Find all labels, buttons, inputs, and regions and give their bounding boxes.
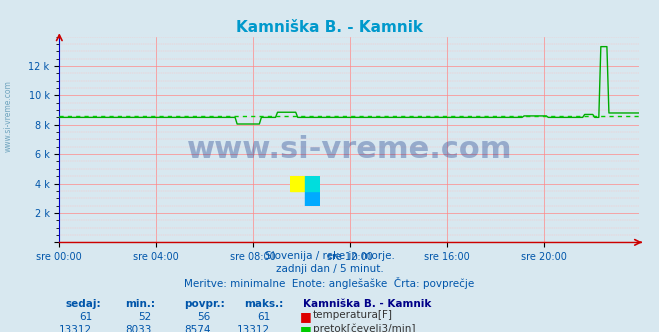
Bar bbox=[304, 191, 320, 206]
Text: 61: 61 bbox=[79, 312, 92, 322]
Text: www.si-vreme.com: www.si-vreme.com bbox=[186, 135, 512, 164]
Bar bbox=[290, 176, 304, 191]
Text: Kamniška B. - Kamnik: Kamniška B. - Kamnik bbox=[236, 20, 423, 35]
Text: Kamniška B. - Kamnik: Kamniška B. - Kamnik bbox=[303, 299, 432, 309]
Text: sedaj:: sedaj: bbox=[66, 299, 101, 309]
Text: povpr.:: povpr.: bbox=[185, 299, 225, 309]
Text: zadnji dan / 5 minut.: zadnji dan / 5 minut. bbox=[275, 264, 384, 274]
Text: www.si-vreme.com: www.si-vreme.com bbox=[3, 80, 13, 152]
Text: min.:: min.: bbox=[125, 299, 156, 309]
Text: Slovenija / reke in morje.: Slovenija / reke in morje. bbox=[264, 251, 395, 261]
Text: 8033: 8033 bbox=[125, 325, 152, 332]
Bar bbox=[304, 176, 320, 191]
Text: ■: ■ bbox=[300, 324, 312, 332]
Text: 13312: 13312 bbox=[59, 325, 92, 332]
Text: maks.:: maks.: bbox=[244, 299, 283, 309]
Text: 56: 56 bbox=[198, 312, 211, 322]
Text: temperatura[F]: temperatura[F] bbox=[313, 310, 393, 320]
Text: ■: ■ bbox=[300, 310, 312, 323]
Text: 8574: 8574 bbox=[185, 325, 211, 332]
Text: 13312: 13312 bbox=[237, 325, 270, 332]
Text: 61: 61 bbox=[257, 312, 270, 322]
Text: 52: 52 bbox=[138, 312, 152, 322]
Text: Meritve: minimalne  Enote: anglešaške  Črta: povprečje: Meritve: minimalne Enote: anglešaške Črt… bbox=[185, 277, 474, 289]
Text: pretok[čevelj3/min]: pretok[čevelj3/min] bbox=[313, 324, 416, 332]
